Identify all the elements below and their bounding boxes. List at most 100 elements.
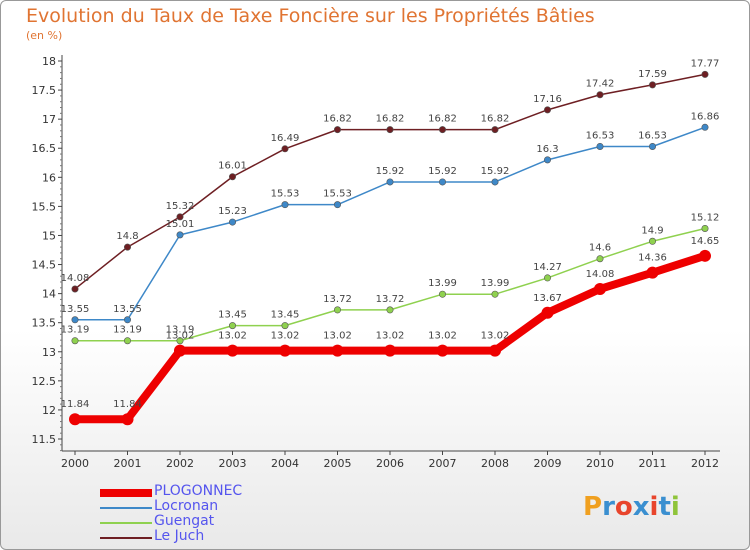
data-label: 13.72 bbox=[376, 294, 405, 305]
legend-swatch bbox=[100, 522, 152, 524]
data-label: 16.49 bbox=[271, 133, 300, 144]
data-point bbox=[333, 201, 341, 209]
y-tick-label: 15 bbox=[42, 229, 56, 242]
data-label: 13.45 bbox=[218, 310, 247, 321]
logo-letter: t bbox=[658, 492, 671, 522]
x-tick-label: 2009 bbox=[534, 457, 562, 470]
x-tick-label: 2002 bbox=[166, 457, 194, 470]
legend-label: PLOGONNEC bbox=[154, 483, 243, 499]
data-label: 16.86 bbox=[691, 111, 720, 122]
x-tick-label: 2003 bbox=[219, 457, 247, 470]
data-point bbox=[491, 290, 499, 298]
y-tick-label: 12.5 bbox=[32, 375, 57, 388]
data-point bbox=[701, 70, 709, 78]
data-label: 15.01 bbox=[166, 219, 195, 230]
x-tick-label: 2000 bbox=[61, 457, 89, 470]
y-tick-label: 18 bbox=[42, 55, 56, 68]
proxiti-logo: Proxiti bbox=[583, 492, 680, 522]
data-label: 13.99 bbox=[481, 278, 510, 289]
data-point bbox=[69, 413, 81, 426]
data-label: 16.01 bbox=[218, 161, 247, 172]
x-tick-label: 2007 bbox=[429, 457, 457, 470]
y-tick-label: 14.5 bbox=[32, 259, 57, 272]
data-label: 14.08 bbox=[61, 273, 90, 284]
data-point bbox=[279, 344, 291, 357]
data-label: 11.84 bbox=[113, 399, 142, 410]
data-point bbox=[543, 106, 551, 114]
data-point bbox=[174, 344, 186, 357]
data-label: 13.19 bbox=[61, 325, 90, 336]
y-tick-label: 13 bbox=[42, 346, 56, 359]
data-label: 13.99 bbox=[428, 278, 457, 289]
data-label: 16.82 bbox=[323, 114, 352, 125]
y-tick-label: 13.5 bbox=[32, 317, 57, 330]
y-axis-unit: (en %) bbox=[26, 29, 63, 42]
data-point bbox=[124, 316, 132, 324]
data-point bbox=[281, 322, 289, 330]
data-label: 13.02 bbox=[271, 331, 300, 342]
data-point bbox=[176, 213, 184, 221]
data-point bbox=[436, 344, 449, 357]
data-point bbox=[648, 81, 656, 89]
y-tick-label: 16 bbox=[42, 171, 56, 184]
data-label: 15.12 bbox=[691, 212, 720, 223]
data-label: 13.02 bbox=[428, 331, 457, 342]
data-label: 17.42 bbox=[586, 79, 615, 90]
y-tick-label: 15.5 bbox=[32, 200, 57, 213]
data-label: 13.19 bbox=[113, 325, 142, 336]
y-tick-label: 16.5 bbox=[32, 142, 57, 155]
data-point bbox=[121, 413, 134, 426]
data-label: 15.92 bbox=[376, 166, 405, 177]
data-label: 13.45 bbox=[271, 310, 300, 321]
data-point bbox=[124, 337, 132, 345]
data-label: 17.16 bbox=[533, 94, 562, 105]
data-point bbox=[384, 344, 396, 357]
data-point bbox=[438, 290, 446, 298]
data-label: 13.02 bbox=[376, 331, 405, 342]
data-point bbox=[333, 306, 341, 314]
data-point bbox=[124, 243, 132, 251]
x-tick-label: 2010 bbox=[586, 457, 614, 470]
data-label: 15.32 bbox=[166, 201, 195, 212]
data-point bbox=[596, 91, 604, 99]
data-point bbox=[594, 282, 606, 295]
data-point bbox=[648, 142, 656, 150]
data-point bbox=[701, 123, 709, 131]
data-label: 11.84 bbox=[61, 399, 90, 410]
data-point bbox=[281, 201, 289, 209]
logo-letter: x bbox=[632, 492, 650, 522]
x-tick-label: 2011 bbox=[639, 457, 667, 470]
data-point bbox=[176, 337, 184, 345]
data-point bbox=[541, 306, 554, 319]
chart-title: Evolution du Taux de Taxe Foncière sur l… bbox=[26, 5, 595, 27]
data-label: 16.82 bbox=[376, 114, 405, 125]
data-label: 15.92 bbox=[428, 166, 457, 177]
data-label: 13.19 bbox=[166, 325, 195, 336]
data-point bbox=[226, 344, 239, 357]
logo-letter: r bbox=[602, 492, 615, 522]
data-label: 17.59 bbox=[638, 69, 667, 80]
data-label: 14.6 bbox=[589, 243, 611, 254]
data-label: 13.67 bbox=[533, 293, 562, 304]
data-label: 14.9 bbox=[641, 225, 663, 236]
y-tick-label: 14 bbox=[42, 288, 56, 301]
data-label: 16.53 bbox=[638, 130, 667, 141]
data-point bbox=[648, 237, 656, 245]
data-point bbox=[71, 316, 79, 324]
x-tick-label: 2004 bbox=[271, 457, 299, 470]
data-label: 15.92 bbox=[481, 166, 510, 177]
x-tick-label: 2006 bbox=[376, 457, 404, 470]
data-point bbox=[229, 173, 237, 181]
data-label: 14.8 bbox=[116, 231, 138, 242]
data-label: 13.72 bbox=[323, 294, 352, 305]
data-point bbox=[596, 142, 604, 150]
x-tick-label: 2005 bbox=[324, 457, 352, 470]
logo-letter: o bbox=[614, 492, 633, 522]
data-label: 14.08 bbox=[586, 269, 615, 280]
data-label: 13.02 bbox=[218, 331, 247, 342]
data-point bbox=[71, 285, 79, 293]
y-tick-label: 12 bbox=[42, 404, 56, 417]
data-label: 15.53 bbox=[271, 189, 300, 200]
